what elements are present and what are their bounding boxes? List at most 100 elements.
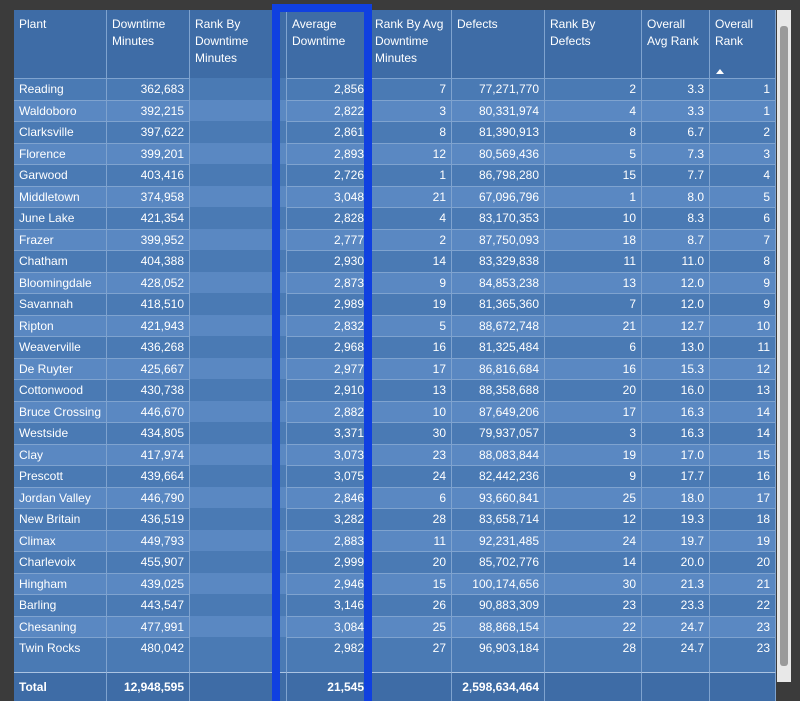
partial-row	[14, 658, 107, 672]
plant-name: Hingham	[14, 572, 107, 594]
table-cell: 88,672,748	[452, 314, 545, 336]
table-cell	[190, 486, 287, 508]
table-cell: 16	[545, 357, 642, 379]
table-cell	[190, 615, 287, 637]
column-header[interactable]: Rank By Defects	[545, 10, 642, 78]
total-cell: 12,948,595	[107, 672, 190, 701]
table-cell: 19.3	[642, 508, 710, 530]
table-cell: 15	[545, 164, 642, 186]
table-cell: 6	[710, 207, 776, 229]
table-cell: 19	[545, 443, 642, 465]
table-cell: 22	[710, 594, 776, 616]
table-cell: 2	[545, 78, 642, 100]
table-cell: 87,750,093	[452, 228, 545, 250]
table-cell: 15	[710, 443, 776, 465]
table-cell	[190, 572, 287, 594]
plant-name: Reading	[14, 78, 107, 100]
table-cell: 24.7	[642, 615, 710, 637]
table-cell: 2	[710, 121, 776, 143]
table-cell: 430,738	[107, 379, 190, 401]
highlight-box	[272, 4, 372, 701]
table: Plant Downtime Minutes Rank By Downtime Mi…	[14, 10, 776, 701]
table-cell: 11	[370, 529, 452, 551]
plant-name: Middletown	[14, 185, 107, 207]
table-cell: 16.3	[642, 400, 710, 422]
plant-name: Garwood	[14, 164, 107, 186]
table-cell: 2,999	[287, 551, 370, 573]
table-cell: 17.7	[642, 465, 710, 487]
table-cell: 2,832	[287, 314, 370, 336]
column-header[interactable]: Overall Rank	[710, 10, 776, 78]
table-cell: 18.0	[642, 486, 710, 508]
table-cell: 25	[545, 486, 642, 508]
table-cell: 17	[545, 400, 642, 422]
column-header[interactable]: Rank By Downtime Minutes	[190, 10, 287, 78]
table-cell: 25	[370, 615, 452, 637]
plant-name: Frazer	[14, 228, 107, 250]
column-header[interactable]: Downtime Minutes	[107, 10, 190, 78]
column-header[interactable]: Defects	[452, 10, 545, 78]
table-cell: 8.3	[642, 207, 710, 229]
table-cell: 2,968	[287, 336, 370, 358]
table-cell: 20.0	[642, 551, 710, 573]
table-cell: 10	[545, 207, 642, 229]
table-cell: 11	[545, 250, 642, 272]
table-cell: 20	[545, 379, 642, 401]
table-cell: 24.7	[642, 637, 710, 659]
table-cell: 100,174,656	[452, 572, 545, 594]
table-cell: 82,442,236	[452, 465, 545, 487]
column-header[interactable]: Rank By Avg Downtime Minutes	[370, 10, 452, 78]
table-cell: 362,683	[107, 78, 190, 100]
table-cell: 439,664	[107, 465, 190, 487]
table-cell: 1	[545, 185, 642, 207]
column-header[interactable]: Overall Avg Rank	[642, 10, 710, 78]
table-cell: 3.3	[642, 99, 710, 121]
table-cell	[190, 336, 287, 358]
table-cell: 16.3	[642, 422, 710, 444]
table-cell	[190, 400, 287, 422]
table-cell: 12.0	[642, 293, 710, 315]
plant-name: Climax	[14, 529, 107, 551]
total-cell	[370, 672, 452, 701]
plant-name: Chesaning	[14, 615, 107, 637]
table-cell: 86,816,684	[452, 357, 545, 379]
total-cell	[710, 672, 776, 701]
table-cell: 28	[545, 637, 642, 659]
column-header[interactable]: Average Downtime	[287, 10, 370, 78]
table-cell: 17.0	[642, 443, 710, 465]
plant-name: Bloomingdale	[14, 271, 107, 293]
table-cell: 11	[710, 336, 776, 358]
table-cell: 88,083,844	[452, 443, 545, 465]
table-cell: 392,215	[107, 99, 190, 121]
table-cell: 4	[710, 164, 776, 186]
table-cell: 80,331,974	[452, 99, 545, 121]
table-cell: 434,805	[107, 422, 190, 444]
column-header[interactable]: Plant	[14, 10, 107, 78]
table-cell: 3	[545, 422, 642, 444]
table-cell: 96,903,184	[452, 637, 545, 659]
table-cell: 436,268	[107, 336, 190, 358]
table-cell: 2,873	[287, 271, 370, 293]
table-cell: 13	[370, 379, 452, 401]
sort-arrow[interactable]	[716, 69, 724, 74]
plant-name: Ripton	[14, 314, 107, 336]
total-cell: 21,545	[287, 672, 370, 701]
plant-name: Westside	[14, 422, 107, 444]
table-cell: 2,977	[287, 357, 370, 379]
table-cell: 418,510	[107, 293, 190, 315]
table-cell	[190, 164, 287, 186]
scroll-thumb[interactable]	[780, 26, 788, 666]
table-cell: 21.3	[642, 572, 710, 594]
table-cell: 85,702,776	[452, 551, 545, 573]
plant-name: Cottonwood	[14, 379, 107, 401]
table-cell: 436,519	[107, 508, 190, 530]
table-cell: 2	[370, 228, 452, 250]
table-cell	[190, 185, 287, 207]
plant-name: Clarksville	[14, 121, 107, 143]
table-cell: 11.0	[642, 250, 710, 272]
table-cell: 83,329,838	[452, 250, 545, 272]
table-cell: 10	[710, 314, 776, 336]
table-cell	[190, 293, 287, 315]
plant-name: Chatham	[14, 250, 107, 272]
scrollbar[interactable]	[777, 10, 791, 682]
